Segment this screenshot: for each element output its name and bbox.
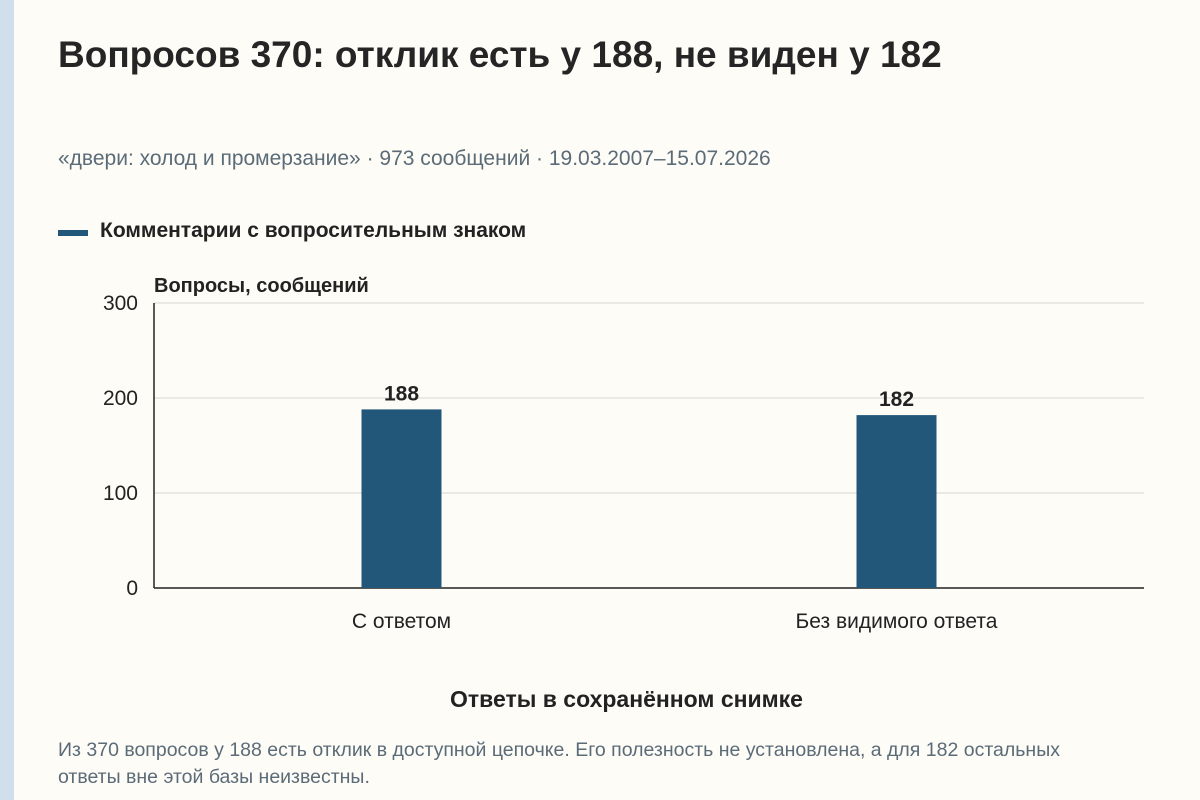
data-label: 182 <box>879 388 914 411</box>
chart-subtitle: «двери: холод и промерзание» · 973 сообщ… <box>58 147 771 170</box>
legend: Комментарии с вопросительным знаком <box>58 219 526 243</box>
x-tick-label: Без видимого ответа <box>796 610 998 633</box>
legend-label: Комментарии с вопросительным знаком <box>100 219 527 242</box>
y-tick-label: 300 <box>103 292 138 315</box>
legend-swatch <box>58 230 88 236</box>
y-tick-label: 200 <box>103 387 138 410</box>
accent-stripe <box>0 0 14 800</box>
data-label: 188 <box>384 382 419 405</box>
bar <box>361 409 442 588</box>
bar <box>856 415 937 588</box>
y-tick-label: 100 <box>103 482 138 505</box>
x-axis-title: Ответы в сохранённом снимке <box>450 686 803 712</box>
chart-title: Вопросов 370: отклик есть у 188, не виде… <box>58 34 942 75</box>
x-tick-label: С ответом <box>352 610 451 633</box>
footnote: Из 370 вопросов у 188 есть отклик в дост… <box>58 739 1060 788</box>
y-axis-title: Вопросы, сообщений <box>154 275 369 297</box>
y-tick-label: 0 <box>126 577 138 600</box>
